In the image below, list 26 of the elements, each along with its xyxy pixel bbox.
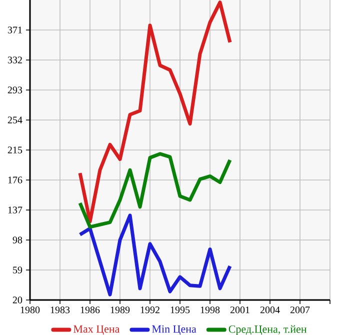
line-series xyxy=(78,152,232,229)
y-tick-label: 371 xyxy=(8,26,22,34)
y-tick-label: 20 xyxy=(12,296,22,304)
x-tick-label: 1998 xyxy=(200,306,220,314)
y-tick-label: 254 xyxy=(8,116,22,124)
legend-label: Min Цена xyxy=(152,325,196,335)
y-tick-label: 59 xyxy=(13,266,22,274)
x-tick-label: 1986 xyxy=(80,306,100,314)
x-tick-label: 1995 xyxy=(170,306,190,314)
x-tick-label: 2007 xyxy=(290,306,310,314)
line-series xyxy=(78,214,232,296)
y-tick-label: 215 xyxy=(8,146,22,154)
legend-label: Max Цена xyxy=(74,325,120,335)
y-tick-label: 293 xyxy=(8,86,22,94)
x-tick-label: 1980 xyxy=(20,306,40,314)
x-tick-label: 2001 xyxy=(230,306,250,314)
x-tick-label: 1992 xyxy=(140,306,160,314)
x-tick-label: 2004 xyxy=(260,306,280,314)
line-series xyxy=(78,0,232,224)
legend-label: Сред.Цена, т.йен xyxy=(228,325,307,335)
y-tick-label: 176 xyxy=(8,176,22,184)
x-tick-label: 1983 xyxy=(50,306,70,314)
y-tick-label: 332 xyxy=(8,56,22,64)
y-tick-label: 137 xyxy=(8,206,22,214)
x-tick-label: 1989 xyxy=(110,306,130,314)
y-tick-label: 98 xyxy=(12,236,22,244)
